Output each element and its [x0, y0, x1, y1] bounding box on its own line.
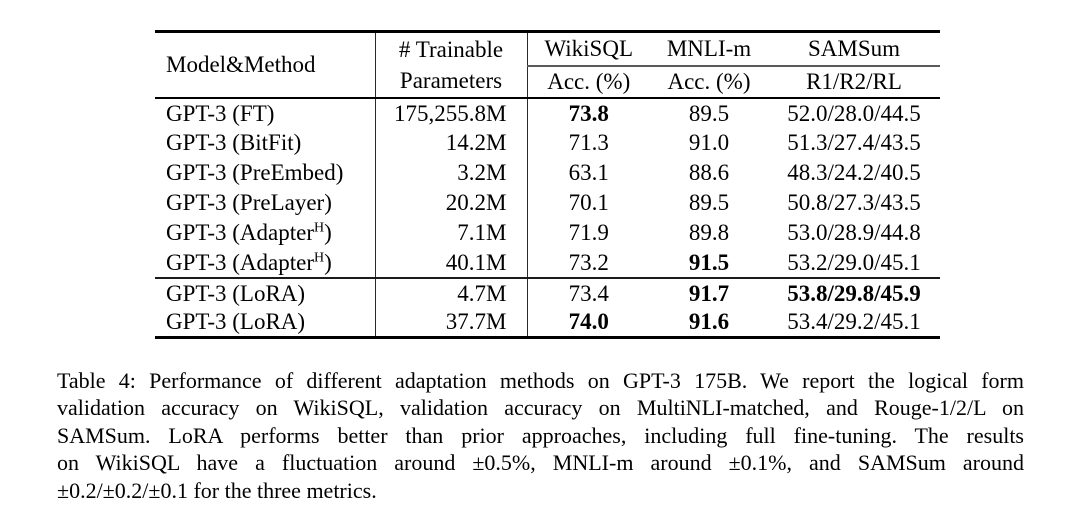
cell-samsum-rouge: 53.0/28.9/44.8: [787, 220, 921, 245]
table-row: GPT-3 (PreEmbed) 3.2M 63.1 88.6 48.3/24.2/40…: [155, 157, 940, 188]
col-header-samsum: SAMSum: [768, 31, 940, 67]
cell-wikisql-acc: 70.1: [526, 187, 650, 218]
cell-wikisql-acc: 71.9: [526, 217, 650, 248]
cell-trainable-parameters: 4.7M: [374, 276, 527, 308]
caption-line: Table 4: Performance of different adapta…: [57, 368, 1024, 393]
cell-model-method: GPT-3 (FT): [166, 100, 275, 126]
cell-mnli-acc: 89.5: [688, 190, 730, 215]
cell-trainable-parameters: 175,255.8M: [374, 97, 527, 128]
cell-trainable-parameters: 14.2M: [374, 127, 527, 158]
cell-samsum-rouge: 53.8/29.8/45.9: [768, 276, 940, 308]
cell-trainable-parameters: 40.1M: [374, 247, 527, 278]
cell-mnli-acc: 91.0: [688, 130, 730, 155]
col-subheader-wikisql-acc: Acc. (%): [526, 65, 650, 99]
cell-trainable-parameters: 7.1M: [374, 217, 527, 248]
cell-mnli-acc: 89.8: [688, 220, 730, 245]
col-header-trainable-parameters: # Trainable Parameters: [374, 31, 527, 99]
cell-model-method: GPT-3 (PreEmbed): [166, 160, 344, 185]
cell-samsum-rouge: 52.0/28.0/44.5: [787, 100, 921, 126]
table-body-baselines: GPT-3 (FT) 175,255.8M 73.8 89.5 52.0/28.0/44…: [155, 97, 940, 278]
header-row-top: Model&Method # Trainable Parameters WikiS…: [155, 31, 940, 99]
caption-line: on WikiSQL have a fluctuation around ±0.…: [57, 450, 1024, 476]
cell-model-method: GPT-3 (AdapterH): [166, 249, 332, 275]
cell-trainable-parameters: 3.2M: [374, 157, 527, 188]
results-table-container: Model&Method # Trainable Parameters WikiS…: [155, 30, 940, 339]
caption-line: SAMSum. LoRA performs better than prior …: [57, 422, 1024, 448]
table-row: GPT-3 (LoRA) 37.7M 74.0 91.6 53.4/29.2/45.1: [155, 307, 940, 338]
cell-samsum-rouge: 51.3/27.4/43.5: [787, 130, 921, 155]
col-subheader-mnli-acc: Acc. (%): [650, 65, 768, 99]
cell-wikisql-acc: 73.2: [526, 247, 650, 278]
trainable-line1: # Trainable: [398, 36, 504, 62]
adapter-superscript: H: [313, 220, 325, 236]
cell-mnli-acc: 91.5: [688, 249, 730, 275]
cell-model-method: GPT-3 (BitFit): [166, 130, 302, 155]
cell-wikisql-acc: 71.3: [526, 127, 650, 158]
table-header: Model&Method # Trainable Parameters WikiS…: [155, 31, 940, 99]
cell-trainable-parameters: 37.7M: [374, 307, 527, 338]
adapter-superscript: H: [313, 249, 325, 265]
table-body-lora: GPT-3 (LoRA) 4.7M 73.4 91.7 53.8/29.8/45.9 GP…: [155, 276, 940, 338]
header-row-sub: Acc. (%) Acc. (%) R1/R2/RL: [155, 65, 940, 99]
cell-mnli-acc: 91.7: [650, 276, 768, 308]
cell-model-method: GPT-3 (LoRA): [155, 276, 375, 308]
table-row: GPT-3 (PreLayer) 20.2M 70.1 89.5 50.8/27.3/4…: [155, 187, 940, 218]
table-row: GPT-3 (AdapterH) 40.1M 73.2 91.5 53.2/29.0/4…: [155, 247, 940, 278]
col-subheader-samsum-rouge: R1/R2/RL: [768, 65, 940, 99]
caption-line: validation accuracy on WikiSQL, validati…: [57, 395, 1024, 421]
cell-wikisql-acc: 73.8: [526, 97, 650, 128]
cell-mnli-acc: 88.6: [688, 160, 730, 185]
cell-model-method: GPT-3 (AdapterH): [166, 220, 332, 245]
cell-samsum-rouge: 48.3/24.2/40.5: [787, 160, 921, 185]
results-table: Model&Method # Trainable Parameters WikiS…: [155, 30, 940, 339]
table-row: GPT-3 (BitFit) 14.2M 71.3 91.0 51.3/27.4/43.…: [155, 127, 940, 158]
cell-mnli-acc: 91.6: [688, 309, 730, 335]
col-header-wikisql: WikiSQL: [526, 31, 650, 67]
cell-model-method: GPT-3 (PreLayer): [166, 190, 332, 215]
cell-samsum-rouge: 50.8/27.3/43.5: [787, 190, 921, 215]
cell-wikisql-acc: 73.4: [526, 276, 650, 308]
col-header-model-method: Model&Method: [155, 31, 375, 99]
col-header-mnli-m: MNLI-m: [650, 31, 768, 67]
cell-wikisql-acc: 74.0: [526, 307, 650, 338]
cell-samsum-rouge: 53.2/29.0/45.1: [787, 249, 921, 275]
trainable-line2: Parameters: [399, 67, 503, 93]
table-row: GPT-3 (FT) 175,255.8M 73.8 89.5 52.0/28.0/44…: [155, 97, 940, 128]
cell-samsum-rouge: 53.4/29.2/45.1: [787, 309, 921, 335]
caption-line: ±0.2/±0.2/±0.1 for the three metrics.: [57, 477, 377, 503]
table-row: GPT-3 (LoRA) 4.7M 73.4 91.7 53.8/29.8/45.9: [155, 276, 940, 308]
table-caption: Table 4: Performance of different adapta…: [57, 367, 1024, 504]
cell-trainable-parameters: 20.2M: [374, 187, 527, 218]
cell-wikisql-acc: 63.1: [526, 157, 650, 188]
cell-model-method: GPT-3 (LoRA): [166, 309, 306, 335]
cell-mnli-acc: 89.5: [688, 100, 730, 126]
table-row: GPT-3 (AdapterH) 7.1M 71.9 89.8 53.0/28.9/44…: [155, 217, 940, 248]
